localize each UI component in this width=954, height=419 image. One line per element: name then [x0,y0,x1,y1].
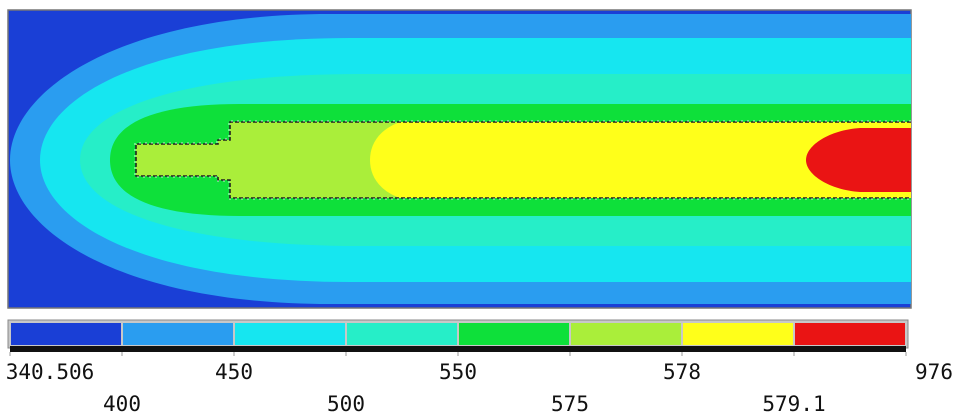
color-legend [7,319,909,356]
legend-swatch [347,323,457,345]
legend-tick-label: 340.506 [5,360,95,384]
legend-tick-label: 450 [215,360,253,384]
legend-swatch [795,323,905,345]
legend-swatch [459,323,569,345]
legend-tick-label: 976 [915,360,953,384]
contour-bands [10,14,911,304]
part-outline [135,121,911,199]
contour-band-578 [370,122,911,198]
legend-swatch [571,323,681,345]
legend-baseline [10,346,906,352]
contour-plot [7,9,912,309]
part-outline-highlight [134,120,911,200]
contour-band-579-1 [806,128,911,192]
legend-tick-label: 575 [551,392,589,416]
legend-tick-label: 550 [439,360,477,384]
legend-tick-label: 400 [103,392,141,416]
legend-swatch [235,323,345,345]
legend-swatch [123,323,233,345]
legend-tick-label: 500 [327,392,365,416]
legend-swatch [683,323,793,345]
legend-tick-label: 578 [663,360,701,384]
legend-swatch [11,323,121,345]
legend-tick-label: 579.1 [762,392,826,416]
